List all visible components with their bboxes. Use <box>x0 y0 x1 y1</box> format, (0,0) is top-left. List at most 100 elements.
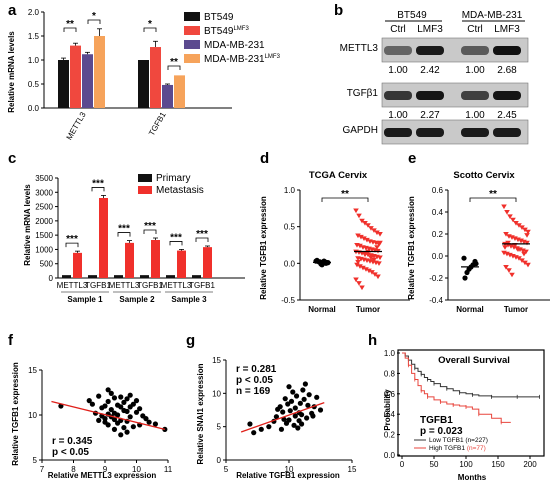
tumor-point <box>374 230 380 236</box>
tumor-point <box>513 221 519 226</box>
tumor-point <box>364 237 370 243</box>
bar-primary <box>114 275 123 278</box>
x-tick-label: 8 <box>71 465 76 474</box>
scatter-point <box>286 384 292 390</box>
legend-entry: MDA-MB-231LMF3 <box>204 54 281 65</box>
x-category-label: TGFB1 <box>147 110 168 137</box>
significance-bracket <box>117 232 131 237</box>
significance-bracket <box>143 229 157 234</box>
panel-d-ylabel: Relative TGFB1 expression <box>259 196 268 300</box>
panel-a-label: a <box>8 2 17 19</box>
legend-entry-name: MDA-MB-231 <box>204 40 265 51</box>
blot-band <box>416 46 444 55</box>
tumor-point <box>504 210 510 215</box>
bar-primary <box>140 275 149 278</box>
legend-entry: MDA-MB-231 <box>204 40 265 51</box>
tumor-point <box>362 221 368 226</box>
bar-mda-mb-231 <box>162 84 173 108</box>
scatter-point <box>118 432 124 438</box>
y-tick-label: 1.0 <box>384 349 396 358</box>
y-tick-label: 0.5 <box>284 223 296 232</box>
tumor-point <box>377 232 383 237</box>
stat-annotation: p < 0.05 <box>236 375 273 386</box>
legend-entry: Low TGFB1 (n=227) <box>429 437 488 444</box>
x-category-label: TGFB1 <box>137 281 163 290</box>
y-tick-label: 0.8 <box>384 369 396 378</box>
tumor-point <box>354 262 360 268</box>
scatter-point <box>285 401 291 407</box>
scatter-point <box>278 426 285 432</box>
scatter-point <box>96 417 102 423</box>
stat-annotation: r = 0.345 <box>52 436 93 447</box>
panel-c-label: c <box>8 150 16 167</box>
x-category-label: METTL3 <box>57 281 88 290</box>
significance-bracket <box>87 19 101 24</box>
y-tick-label: 0.0 <box>28 104 40 113</box>
legend-entry: BT549 <box>204 12 234 23</box>
y-tick-label: 5 <box>33 456 38 465</box>
legend-swatch <box>184 26 200 35</box>
scatter-point <box>273 414 279 420</box>
panel-b: b BT549 MDA-MB-231 Ctrl LMF3 Ctrl LMF3 METTL3 1… <box>334 2 529 145</box>
stat-annotation: n = 169 <box>236 386 271 397</box>
bar-metastasis <box>125 242 134 278</box>
bar-bt549 <box>58 60 69 108</box>
significance-bracket <box>167 65 181 70</box>
panel-h-label: h <box>368 332 377 349</box>
scatter-point <box>290 389 296 395</box>
panel-b-label: b <box>334 2 343 19</box>
tumor-point <box>502 245 508 250</box>
bar-metastasis <box>73 252 82 278</box>
scatter-point <box>105 398 111 405</box>
panel-f-label: f <box>8 332 14 349</box>
tumor-point <box>366 268 372 274</box>
blot-band <box>384 128 412 137</box>
panel-d-label: d <box>260 150 269 167</box>
scatter-point <box>295 425 301 431</box>
scatter-point <box>133 398 140 404</box>
y-tick-label: 15 <box>212 356 221 365</box>
legend-entry: Metastasis <box>156 185 204 196</box>
x-tick-label: 50 <box>430 460 439 469</box>
tumor-point <box>506 268 512 273</box>
x-category-label: METTL3 <box>109 281 140 290</box>
scatter-point <box>102 403 108 409</box>
legend-swatch <box>184 40 200 49</box>
tumor-point <box>371 228 377 233</box>
tumor-point <box>355 233 361 239</box>
bar-metastasis <box>177 250 186 278</box>
scatter-point <box>133 409 140 415</box>
tumor-point <box>505 240 511 246</box>
panel-a: a Relative mRNA levels 0.0 0.5 1.0 1.5 2.0 ME… <box>7 2 281 142</box>
y-tick-label: 1.0 <box>28 56 40 65</box>
scatter-point <box>130 424 136 430</box>
scatter-point <box>275 406 281 412</box>
tumor-point <box>360 265 366 271</box>
significance-label: *** <box>118 224 130 235</box>
tumor-point <box>519 225 525 230</box>
scatter-point <box>127 392 133 398</box>
scatter-point <box>304 415 310 421</box>
blot-row-label: GAPDH <box>342 125 378 136</box>
panel-h: h Overall Survival Probability Months 0.… <box>368 332 545 482</box>
y-tick-label: 3500 <box>35 174 53 183</box>
tumor-point <box>524 233 530 238</box>
scatter-point <box>118 394 124 400</box>
bar-primary <box>192 275 201 278</box>
tumor-point <box>518 238 524 244</box>
tumor-point <box>373 240 379 246</box>
legend-entry-superscript: LMF3 <box>233 26 249 32</box>
scatter-point <box>302 381 308 387</box>
bar-bt549-lmf3 <box>150 47 161 108</box>
tumor-point <box>356 281 362 286</box>
y-tick-label: 1.5 <box>28 32 40 41</box>
blot-quantification: 1.00 <box>465 110 485 121</box>
scatter-point <box>280 409 286 415</box>
panel-h-title: Overall Survival <box>438 355 510 366</box>
y-tick-label: 3000 <box>35 188 53 197</box>
x-group-label: Sample 2 <box>119 295 155 304</box>
